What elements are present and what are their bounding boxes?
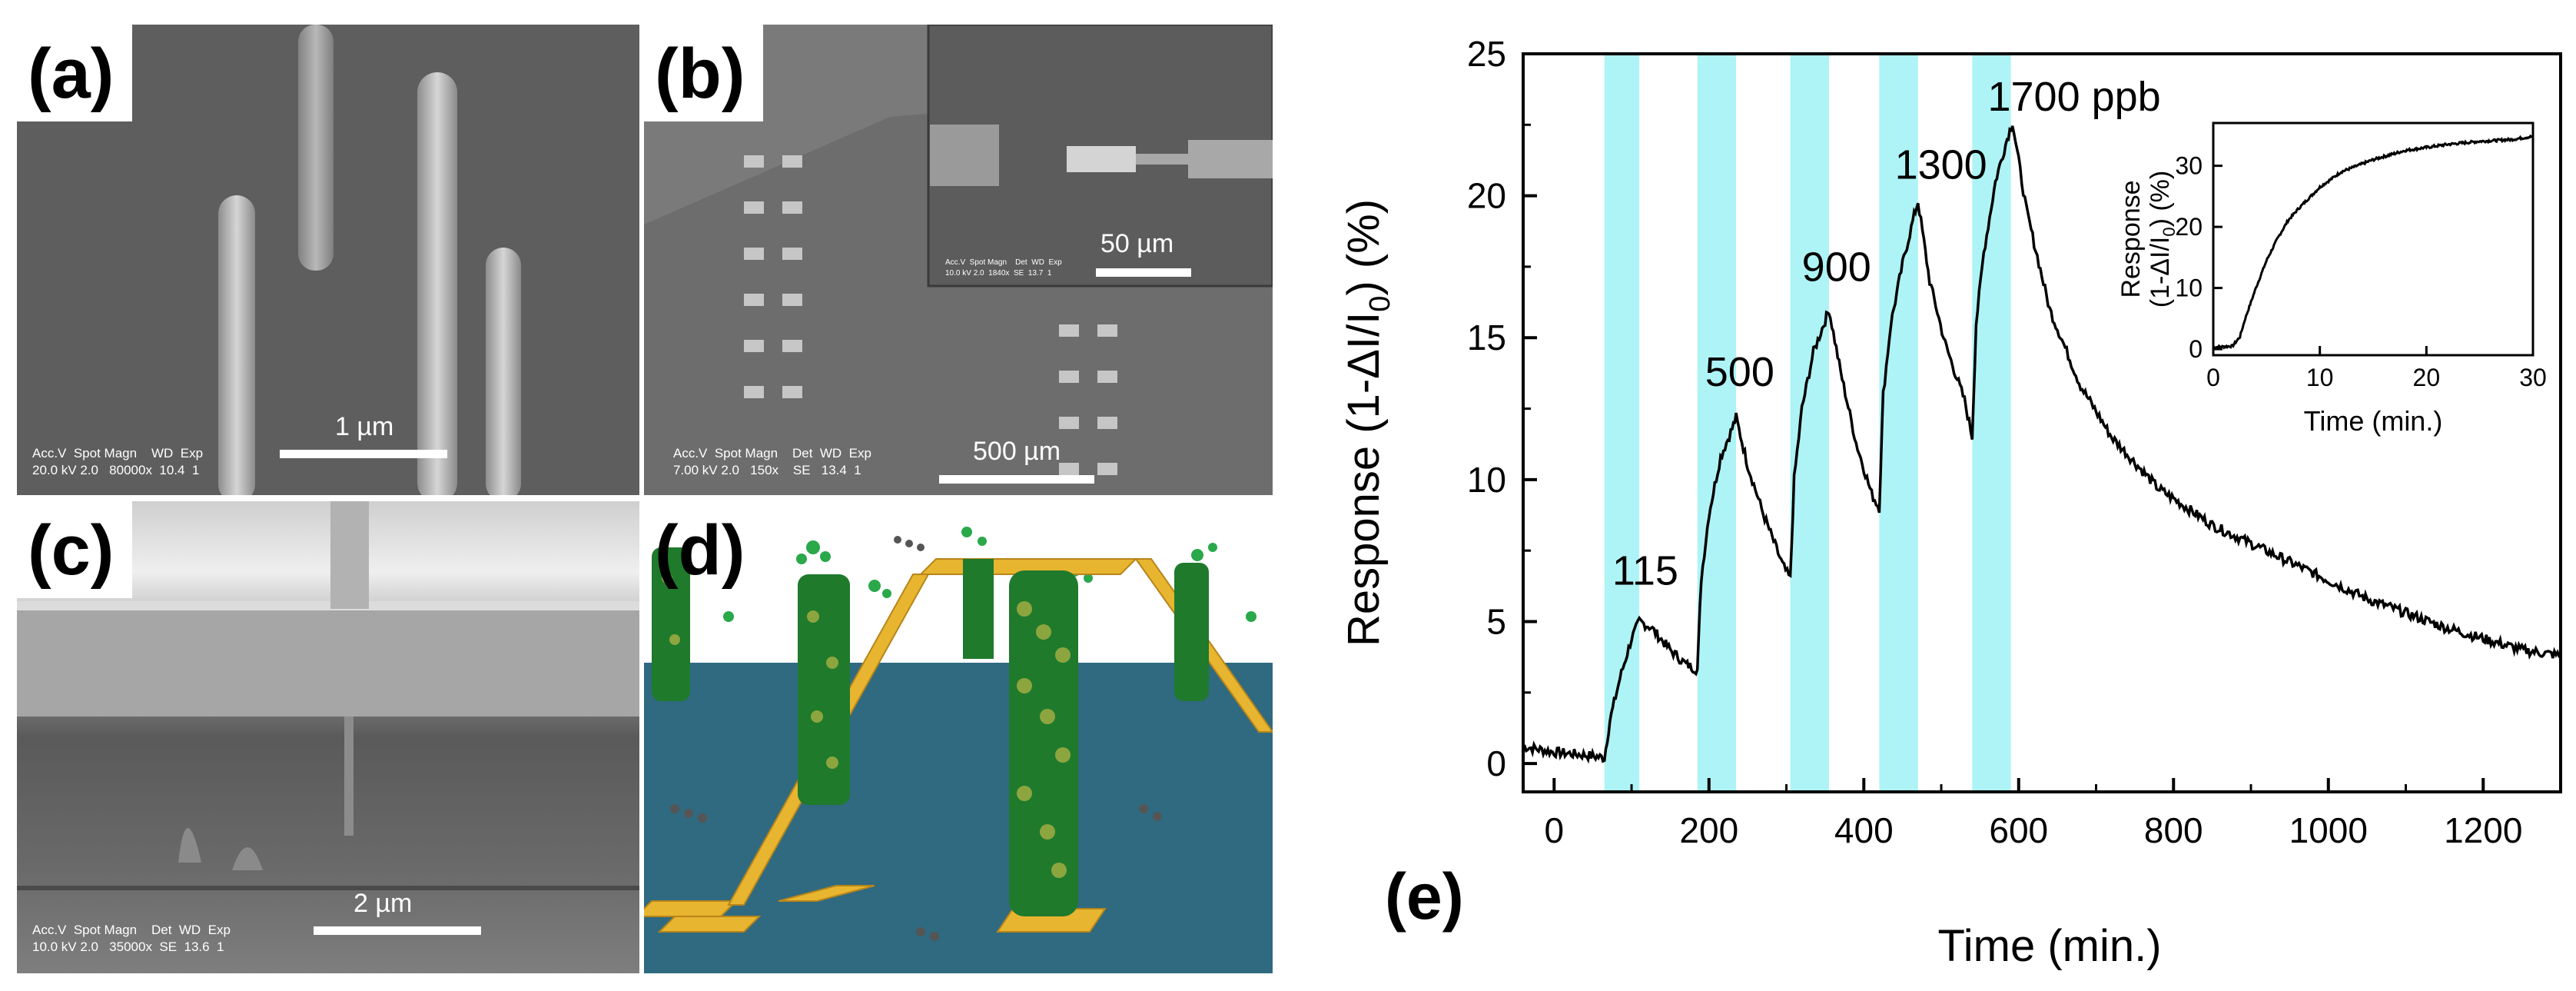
inset-y-tick-label-10: 10	[2175, 274, 2203, 302]
response-series-line	[1522, 125, 2561, 764]
panel-c-sem-image: (c) 2 µm Acc.V Spot Magn Det WD Exp 10.0…	[17, 501, 639, 973]
panel-d-schematic: (d)	[644, 501, 1273, 973]
sem-meta-header-b: Acc.V Spot Magn Det WD Exp	[673, 446, 871, 461]
sem-meta-values-b: 7.00 kV 2.0 150x SE 13.4 1	[673, 463, 861, 477]
panel-label-a: (a)	[17, 25, 133, 121]
y-axis-label: Response (1-ΔI/I0) (%)	[1339, 199, 1396, 647]
exposure-band-1	[1604, 54, 1640, 792]
y-tick-label-10: 10	[1467, 460, 1506, 500]
sem-meta-header-a: Acc.V Spot Magn WD Exp	[32, 446, 204, 461]
scale-bar-c	[314, 926, 481, 935]
y-tick-label-0: 0	[1486, 743, 1506, 783]
inset-x-tick-label-0: 0	[2206, 364, 2220, 391]
inset-meta-values-b: 10.0 kV 2.0 1840x SE 13.7 1	[945, 269, 1052, 278]
concentration-annotation-3: 900	[1802, 244, 1871, 290]
inset-y-axis-label-line2: (1-ΔI/I0) (%)	[2146, 171, 2179, 308]
x-tick-label-600: 600	[1989, 810, 2048, 850]
inset-y-tick-label-30: 30	[2175, 152, 2203, 180]
inset-x-tick-label-10: 10	[2306, 364, 2334, 391]
inset-y-axis-label-line1: Response	[2116, 180, 2146, 298]
exposure-band-5	[1972, 54, 2011, 792]
x-axis-label: Time (min.)	[1937, 921, 2161, 971]
y-tick-label-20: 20	[1467, 176, 1506, 216]
exposure-band-3	[1790, 54, 1829, 792]
sensor-schematic-illustration	[644, 527, 1273, 973]
cross-section-illustration	[17, 501, 639, 973]
scale-bar-a	[280, 450, 447, 458]
panel-label-d: (d)	[655, 511, 745, 590]
scale-text-c: 2 µm	[354, 889, 413, 918]
inset-series-line	[2213, 134, 2534, 351]
x-tick-label-1200: 1200	[2444, 810, 2522, 850]
inset-scale-bar-b	[1096, 268, 1191, 277]
x-tick-label-400: 400	[1834, 810, 1894, 850]
y-tick-label-5: 5	[1486, 601, 1506, 641]
inset-x-axis-label: Time (min.)	[2304, 405, 2443, 437]
scale-bar-b	[939, 475, 1094, 484]
concentration-annotation-1: 115	[1612, 547, 1678, 594]
exposure-band-2	[1697, 54, 1737, 792]
plot-frame	[1522, 52, 2562, 793]
x-tick-label-0: 0	[1545, 810, 1565, 850]
panel-label-c: (c)	[17, 501, 133, 598]
inset-y-tick-label-0: 0	[2189, 335, 2203, 363]
scale-text-b: 500 µm	[973, 437, 1061, 466]
x-tick-label-1000: 1000	[2289, 810, 2368, 850]
inset-y-tick-label-20: 20	[2175, 213, 2203, 241]
x-tick-label-800: 800	[2144, 810, 2203, 850]
x-tick-label-200: 200	[1679, 810, 1738, 850]
panel-a-sem-image: (a) 1 µm Acc.V Spot Magn WD Exp 20.0 kV …	[17, 25, 639, 495]
inset-meta-header-b: Acc.V Spot Magn Det WD Exp	[945, 258, 1062, 267]
panel-label-e: (e)	[1385, 860, 1464, 933]
inset-plot-frame	[2212, 121, 2535, 357]
y-tick-label-25: 25	[1467, 34, 1506, 74]
inset-x-tick-label-20: 20	[2413, 364, 2441, 391]
inset-scale-text-b: 50 µm	[1100, 229, 1174, 258]
concentration-annotation-4: 1300	[1895, 141, 1987, 188]
panel-b-sem-image: (b) 50 µm Acc.V Spot Magn Det WD Exp 10.…	[644, 25, 1273, 495]
scale-text-a: 1 µm	[335, 412, 394, 441]
sem-meta-values-a: 20.0 kV 2.0 80000x 10.4 1	[32, 463, 200, 477]
y-tick-label-15: 15	[1467, 318, 1506, 357]
inset-x-tick-label-30: 30	[2519, 364, 2547, 391]
panel-label-b: (b)	[644, 25, 764, 121]
sem-meta-header-c: Acc.V Spot Magn Det WD Exp	[32, 923, 231, 937]
sem-meta-values-c: 10.0 kV 2.0 35000x SE 13.6 1	[32, 939, 224, 954]
exposure-band-4	[1879, 54, 1918, 792]
concentration-annotation-2: 500	[1705, 349, 1774, 395]
concentration-annotation-5: 1700 ppb	[1987, 74, 2160, 120]
